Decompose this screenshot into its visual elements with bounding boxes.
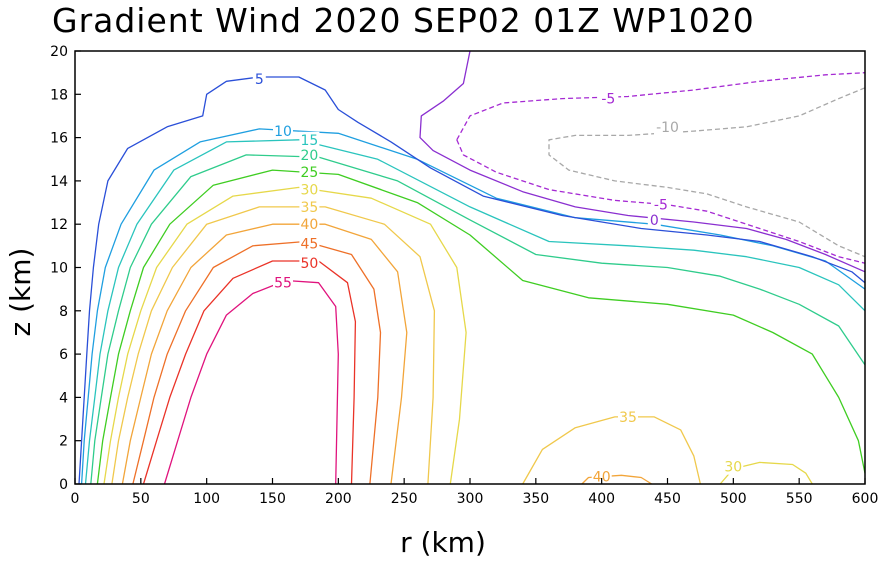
contour-label-bg-2	[299, 235, 320, 252]
x-tick-label-1: 50	[132, 491, 150, 507]
contour-label-2: 45	[300, 237, 318, 253]
contour-label-bg-12	[598, 90, 619, 107]
y-tick-label-8: 16	[50, 131, 68, 147]
x-tick-label-5: 250	[391, 491, 418, 507]
contour-label-bg-0	[273, 274, 293, 291]
contour-label-bg-15	[618, 408, 638, 425]
contour-label-13: -5	[654, 198, 668, 214]
x-tick-label-4: 200	[325, 491, 352, 507]
contour-line-11	[419, 50, 866, 273]
contour-line-8	[84, 139, 866, 485]
contour-line-3	[121, 223, 408, 485]
x-tick-label-3: 150	[259, 491, 286, 507]
y-tick-label-4: 8	[59, 304, 68, 320]
x-axis-ticks: 0 50 100 150 200 250 300 350 400 450 500 550 600	[71, 478, 879, 507]
contour-label-bg-16	[591, 468, 612, 485]
contour-label-bg-3	[299, 216, 320, 233]
contour-label-6: 25	[300, 165, 318, 181]
x-tick-label-11: 550	[786, 491, 813, 507]
y-tick-label-1: 2	[59, 434, 68, 450]
contour-label-11: 0	[650, 213, 659, 229]
chart-title: Gradient Wind 2020 SEP02 01Z WP1020	[52, 1, 755, 40]
contour-label-17: 30	[724, 460, 742, 476]
x-axis-label: r (km)	[400, 526, 486, 559]
x-tick-label-12: 600	[852, 491, 879, 507]
contour-label-bg-5	[299, 181, 320, 198]
contour-label-4: 35	[300, 200, 318, 216]
contour-line-12	[456, 72, 866, 141]
contour-label-bg-13	[650, 196, 671, 213]
contour-label-3: 40	[300, 217, 318, 233]
contour-label-9: 10	[274, 124, 292, 140]
contour-line-14	[548, 87, 866, 258]
contour-label-0: 55	[274, 276, 292, 292]
contour-label-bg-9	[273, 123, 293, 140]
y-tick-label-9: 18	[50, 87, 68, 103]
contour-label-bg-17	[723, 458, 744, 475]
contour-line-5	[103, 186, 467, 485]
contour-label-10: 5	[255, 72, 264, 88]
contour-line-16	[581, 474, 653, 485]
contour-label-bg-6	[299, 164, 320, 181]
x-tick-label-7: 350	[522, 491, 549, 507]
contour-label-bg-14	[654, 118, 681, 135]
contour-label-bg-10	[252, 71, 266, 88]
contour-label-12: -5	[601, 92, 615, 108]
y-tick-label-7: 14	[50, 174, 68, 190]
x-tick-label-10: 500	[720, 491, 747, 507]
contour-label-14: -10	[656, 120, 679, 136]
contour-label-16: 40	[593, 469, 611, 485]
y-tick-label-0: 0	[59, 477, 68, 493]
contour-line-0	[163, 279, 339, 485]
contour-label-bg-8	[299, 131, 320, 148]
contour-line-10	[78, 76, 866, 485]
contour-label-bg-1	[299, 255, 320, 272]
contour-label-1: 50	[300, 256, 318, 272]
contour-label-bg-11	[647, 211, 661, 228]
contour-line-2	[132, 240, 382, 485]
contour-line-9	[80, 128, 866, 485]
y-tick-label-10: 20	[50, 44, 68, 60]
contour-label-7: 20	[300, 148, 318, 164]
y-tick-label-5: 10	[50, 261, 68, 277]
contour-line-6	[96, 169, 866, 485]
x-tick-label-8: 400	[588, 491, 615, 507]
x-tick-label-9: 450	[654, 491, 681, 507]
contour-label-5: 30	[300, 183, 318, 199]
x-tick-label-6: 300	[457, 491, 484, 507]
contour-line-7	[90, 154, 866, 485]
contour-line-1	[142, 260, 357, 485]
y-tick-label-6: 12	[50, 217, 68, 233]
contour-line-4	[111, 206, 436, 485]
x-tick-label-0: 0	[71, 491, 80, 507]
contour-label-bg-4	[299, 198, 320, 215]
y-tick-label-2: 4	[59, 390, 68, 406]
y-axis-ticks: 0 2 4 6 8 10 12 14 16 18 20	[50, 44, 81, 493]
contour-lines	[78, 50, 866, 485]
y-tick-label-3: 6	[59, 347, 68, 363]
contour-label-15: 35	[619, 410, 637, 426]
contour-label-bg-7	[299, 146, 320, 163]
contour-label-8: 15	[300, 133, 318, 149]
y-axis-label: z (km)	[4, 248, 37, 337]
x-tick-label-2: 100	[193, 491, 220, 507]
